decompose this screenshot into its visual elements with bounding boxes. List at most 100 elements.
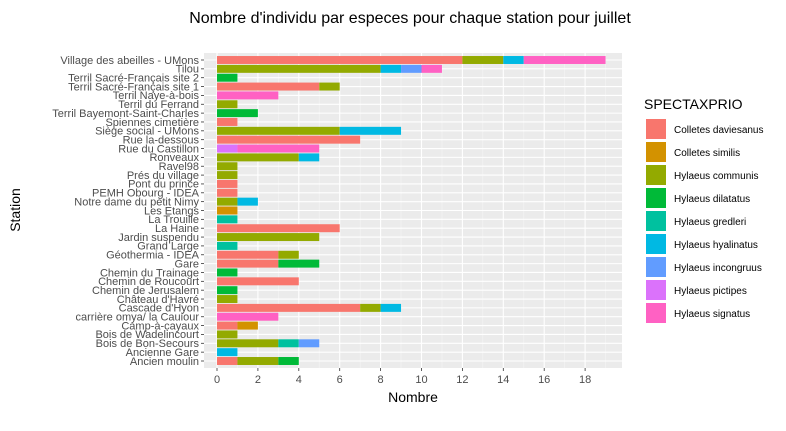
legend-swatch (646, 188, 666, 208)
y-tick-label: Rue la-dessous (123, 134, 200, 146)
y-tick-label: Terril Sacré-Français site 1 (68, 81, 199, 93)
bar-segment (217, 144, 238, 153)
y-tick-label: carrière omya/ la Cauiour (76, 312, 200, 324)
y-tick-label: Bois de Wadelincourt (95, 329, 199, 341)
bar-segment (217, 286, 238, 295)
y-tick-label: Grand Large (137, 241, 199, 253)
bar-segment (237, 357, 279, 365)
y-tick-label: Village des abeilles - UMons (60, 55, 199, 67)
legend-label: Colletes daviesanus (674, 125, 764, 136)
bar-segment (523, 56, 606, 64)
bar-segment (217, 321, 238, 330)
legend-label: Hylaeus incongruus (674, 263, 762, 274)
bar-segment (237, 197, 258, 206)
y-tick-label: Terril Bayemont-Saint-Charles (52, 108, 199, 120)
bar-segment (217, 303, 361, 312)
y-tick-label: Rue du Castillon (118, 143, 199, 155)
bar-segment (380, 303, 402, 312)
legend-swatch (646, 142, 666, 162)
bar-segment (217, 250, 279, 259)
bar-segment (217, 64, 381, 73)
bar-segment (421, 64, 442, 73)
y-tick-label: Chemin du Trainage (100, 267, 199, 279)
legend: SPECTAXPRIO Colletes daviesanusColletes … (644, 96, 764, 323)
bar-segment (217, 188, 238, 197)
bar-segment (217, 339, 279, 348)
x-tick-label: 2 (255, 374, 261, 386)
bar-segment (217, 73, 238, 82)
bar-segment (217, 162, 238, 171)
bar-segment (217, 82, 320, 91)
bar-segment (278, 250, 299, 259)
x-tick-label: 0 (214, 374, 220, 386)
x-tick-label: 12 (456, 374, 468, 386)
bar-segment (339, 126, 402, 135)
y-tick-label: Géothermia - IDEA (106, 250, 200, 262)
bar-segment (319, 82, 340, 91)
x-tick-label: 10 (415, 374, 427, 386)
legend-swatch (646, 119, 666, 139)
y-tick-label: Chemin de Roucourt (98, 276, 199, 288)
legend-items: Colletes daviesanus Colletes similis Hylae… (646, 119, 764, 323)
y-tick-label: Gare (175, 258, 199, 270)
bar-segment (217, 277, 299, 286)
bar-segment (217, 153, 299, 162)
bar-segment (217, 171, 238, 180)
bar-segment (298, 153, 320, 162)
bar-segment (380, 64, 402, 73)
bar-segment (217, 91, 279, 100)
bar-segment (217, 109, 258, 118)
y-tick-label: Ancienne Gare (126, 347, 199, 359)
y-tick-label: Siège social - UMons (95, 126, 199, 138)
legend-label: Hylaeus signatus (674, 309, 750, 320)
x-tick-label: 8 (378, 374, 384, 386)
y-tick-label: Terril du Ferrand (118, 99, 199, 111)
bar-segment (217, 117, 238, 126)
bar-segment (217, 268, 238, 277)
bar-segment (217, 56, 463, 64)
legend-label: Hylaeus hyalinatus (674, 240, 758, 251)
y-tick-label: Ravel98 (159, 161, 199, 173)
bar-segment (278, 259, 320, 268)
bar-segment (217, 126, 340, 135)
x-axis-title: Nombre (388, 389, 438, 405)
y-tick-label: Prés du village (127, 170, 199, 182)
y-tick-label: Les Etangs (144, 205, 200, 217)
bar-segment (298, 339, 320, 348)
legend-label: Hylaeus gredleri (674, 217, 746, 228)
bar-segment (278, 357, 299, 365)
bar-segment (217, 100, 238, 109)
y-tick-label: Terril Naye-à-bois (113, 90, 200, 102)
bar-segment (217, 312, 279, 321)
y-tick-label: Camp-à-cayaux (121, 320, 199, 332)
y-tick-label: Pont du prince (128, 179, 199, 191)
bars (217, 56, 606, 365)
legend-swatch (646, 234, 666, 254)
legend-swatch (646, 257, 666, 277)
chart-title: Nombre d'individu par especes pour chaqu… (189, 10, 631, 27)
y-tick-label: La Haine (155, 223, 199, 235)
y-tick-label: Château d'Havré (117, 294, 199, 306)
legend-label: Hylaeus pictipes (674, 286, 747, 297)
bar-segment (237, 321, 258, 330)
bar-segment (217, 206, 238, 215)
y-tick-label: PEMH Obourg - IDEA (92, 188, 200, 200)
y-tick-label: Spiennes cimetière (105, 117, 199, 129)
x-tick-label: 18 (579, 374, 591, 386)
bar-segment (217, 215, 238, 224)
legend-swatch (646, 165, 666, 185)
bar-segment (217, 135, 361, 144)
y-tick-label: Cascade d'Hyon (119, 303, 199, 315)
bar-segment (503, 56, 524, 64)
legend-label: Hylaeus communis (674, 171, 758, 182)
bar-segment (217, 259, 279, 268)
bar-segment (217, 357, 238, 365)
y-tick-label: Ronveaux (149, 152, 199, 164)
bar-segment (217, 233, 320, 242)
x-tick-labels: 0 2 4 6 8 10 12 14 16 18 (214, 368, 591, 386)
legend-label: Colletes similis (674, 148, 740, 159)
y-tick-label: Bois de Bon-Secours (96, 338, 200, 350)
legend-label: Hylaeus dilatatus (674, 194, 750, 205)
bar-segment (462, 56, 504, 64)
